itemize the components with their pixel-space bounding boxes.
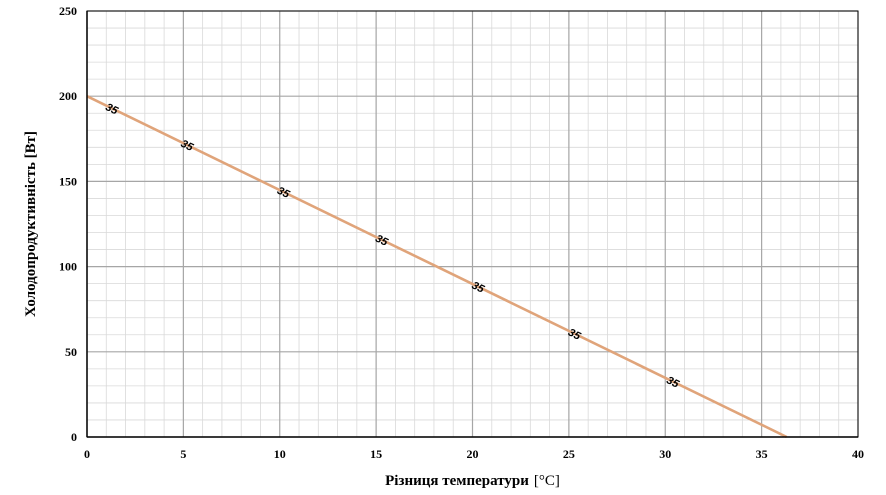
x-tick-label: 10 bbox=[274, 447, 286, 461]
y-tick-label: 100 bbox=[59, 260, 77, 274]
x-tick-label: 5 bbox=[180, 447, 186, 461]
series-line bbox=[86, 95, 788, 439]
x-axis-unit: [°C] bbox=[534, 473, 560, 489]
series-group: 35 35 35 35 35 35 35 bbox=[86, 95, 788, 439]
x-tick-label: 35 bbox=[756, 447, 768, 461]
contour-label: 35 bbox=[373, 233, 390, 250]
contour-label: 35 bbox=[179, 138, 196, 155]
contour-label: 35 bbox=[470, 280, 487, 297]
contour-label: 35 bbox=[566, 327, 583, 344]
contour-label: 35 bbox=[275, 185, 292, 202]
y-tick-label: 150 bbox=[59, 174, 77, 188]
y-tick-label: 200 bbox=[59, 89, 77, 103]
y-tick-label: 50 bbox=[65, 345, 77, 359]
x-tick-label: 30 bbox=[659, 447, 671, 461]
x-axis-ticks: 0 5 10 15 20 25 30 35 40 bbox=[84, 447, 864, 461]
x-tick-label: 25 bbox=[563, 447, 575, 461]
y-tick-label: 0 bbox=[71, 430, 77, 444]
y-tick-label: 250 bbox=[59, 4, 77, 18]
x-tick-label: 20 bbox=[467, 447, 479, 461]
x-tick-label: 40 bbox=[852, 447, 864, 461]
contour-label: 35 bbox=[103, 101, 120, 118]
x-tick-label: 15 bbox=[370, 447, 382, 461]
x-axis-label: Різниця температури bbox=[385, 473, 529, 489]
y-axis-ticks: 0 50 100 150 200 250 bbox=[59, 4, 77, 444]
x-axis-title: Різниця температури [°C] bbox=[385, 473, 560, 489]
contour-label: 35 bbox=[664, 374, 681, 391]
y-axis-title: Холодопродуктивність [Вт] bbox=[23, 131, 39, 317]
x-tick-label: 0 bbox=[84, 447, 90, 461]
